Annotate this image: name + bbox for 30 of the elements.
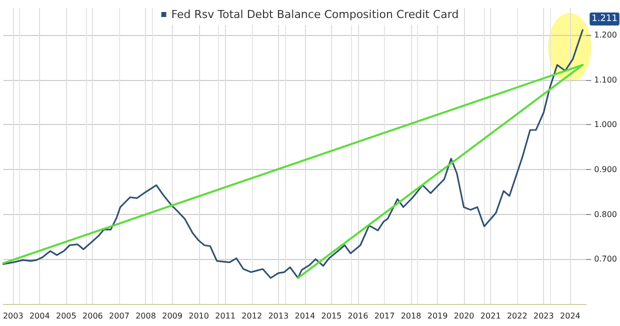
x-tick-label: 2010 [188,312,209,320]
x-tick-label: 2006 [82,312,103,320]
x-tick-label: 2017 [374,312,395,320]
x-tick-label: 2019 [427,312,448,320]
x-tick-label: 2005 [56,312,76,320]
x-tick-label: 2023 [533,312,554,320]
x-tick-label: 2021 [480,312,501,320]
y-tick-label: 1.100 [594,75,618,84]
x-tick-label: 2004 [29,312,50,320]
x-tick-label: 2014 [294,312,316,320]
x-tick-label: 2022 [506,312,528,320]
x-tick-label: 2008 [136,312,156,320]
data-label: 1.211 [592,14,618,24]
y-tick-label: 0.900 [594,164,618,174]
y-tick-label: 0.800 [594,210,618,219]
y-tick-label: 0.700 [594,254,618,264]
x-tick-label: 2015 [321,312,342,320]
x-tick-label: 2013 [268,312,289,320]
x-tick-label: 2016 [348,312,368,320]
x-tick-label: 2009 [162,312,182,320]
x-tick-label: 2018 [400,312,422,320]
x-tick-label: 2011 [215,312,236,320]
y-tick-label: 1.000 [594,120,618,130]
x-tick-label: 2012 [242,312,262,320]
x-tick-label: 2003 [2,312,24,320]
x-tick-label: 2007 [109,312,130,320]
x-tick-label: 2024 [560,312,580,320]
x-tick-label: 2020 [454,312,474,320]
y-tick-label: 1.200 [594,30,618,40]
legend-label: Fed Rsv Total Debt Balance Composition Credit Card [171,8,459,21]
